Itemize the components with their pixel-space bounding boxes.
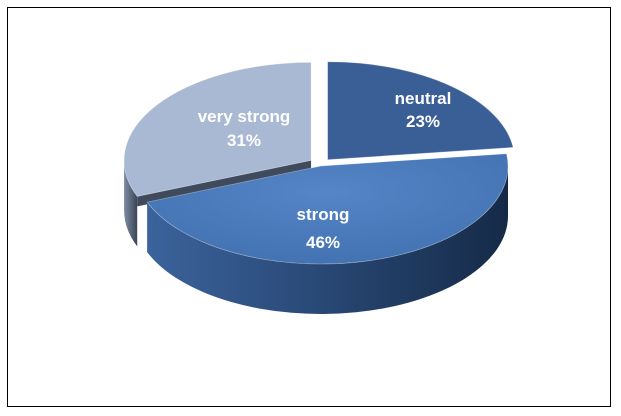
chart-frame: neutral 23% strong 46% very strong 31%	[7, 7, 611, 407]
slice-label-very-strong: very strong	[198, 107, 291, 126]
slice-strong	[146, 153, 509, 265]
slice-value-neutral: 23%	[406, 112, 440, 131]
slice-cutface-very-strong	[137, 160, 312, 207]
slice-tops	[123, 61, 514, 265]
slice-neutral	[327, 61, 514, 161]
pie-chart: neutral 23% strong 46% very strong 31%	[123, 61, 514, 314]
slice-value-very-strong: 31%	[227, 131, 261, 150]
slice-label-strong: strong	[297, 205, 350, 224]
slice-side-very-strong	[124, 160, 138, 247]
slice-value-strong: 46%	[306, 233, 340, 252]
slice-label-neutral: neutral	[395, 89, 452, 108]
slice-sides	[124, 160, 509, 314]
slice-side-strong	[147, 166, 509, 314]
slice-very-strong	[123, 61, 312, 197]
